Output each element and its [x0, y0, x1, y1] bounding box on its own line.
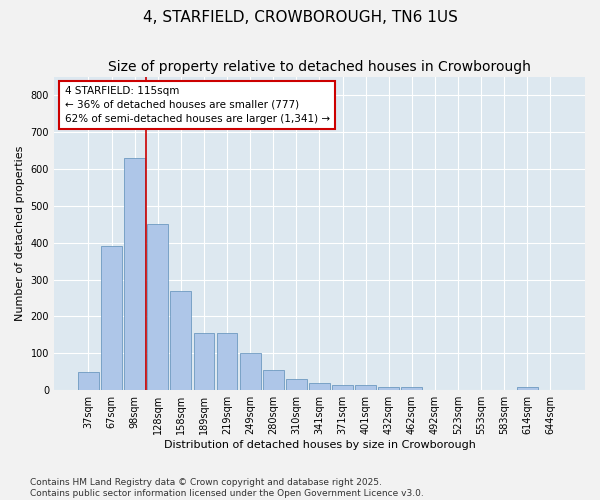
Text: Contains HM Land Registry data © Crown copyright and database right 2025.
Contai: Contains HM Land Registry data © Crown c…: [30, 478, 424, 498]
Bar: [124, 158, 145, 390]
Text: 4 STARFIELD: 115sqm
← 36% of detached houses are smaller (777)
62% of semi-detac: 4 STARFIELD: 115sqm ← 36% of detached ho…: [65, 86, 329, 124]
Bar: [517, 388, 538, 390]
Bar: [170, 290, 191, 390]
Bar: [355, 386, 376, 390]
Bar: [309, 383, 330, 390]
Bar: [101, 246, 122, 390]
Bar: [379, 386, 399, 390]
Title: Size of property relative to detached houses in Crowborough: Size of property relative to detached ho…: [108, 60, 531, 74]
Bar: [332, 386, 353, 390]
Bar: [148, 224, 168, 390]
Bar: [217, 333, 238, 390]
Bar: [240, 354, 260, 390]
Bar: [286, 379, 307, 390]
Text: 4, STARFIELD, CROWBOROUGH, TN6 1US: 4, STARFIELD, CROWBOROUGH, TN6 1US: [143, 10, 457, 25]
X-axis label: Distribution of detached houses by size in Crowborough: Distribution of detached houses by size …: [164, 440, 475, 450]
Bar: [194, 333, 214, 390]
Bar: [401, 386, 422, 390]
Y-axis label: Number of detached properties: Number of detached properties: [15, 146, 25, 321]
Bar: [78, 372, 99, 390]
Bar: [263, 370, 284, 390]
